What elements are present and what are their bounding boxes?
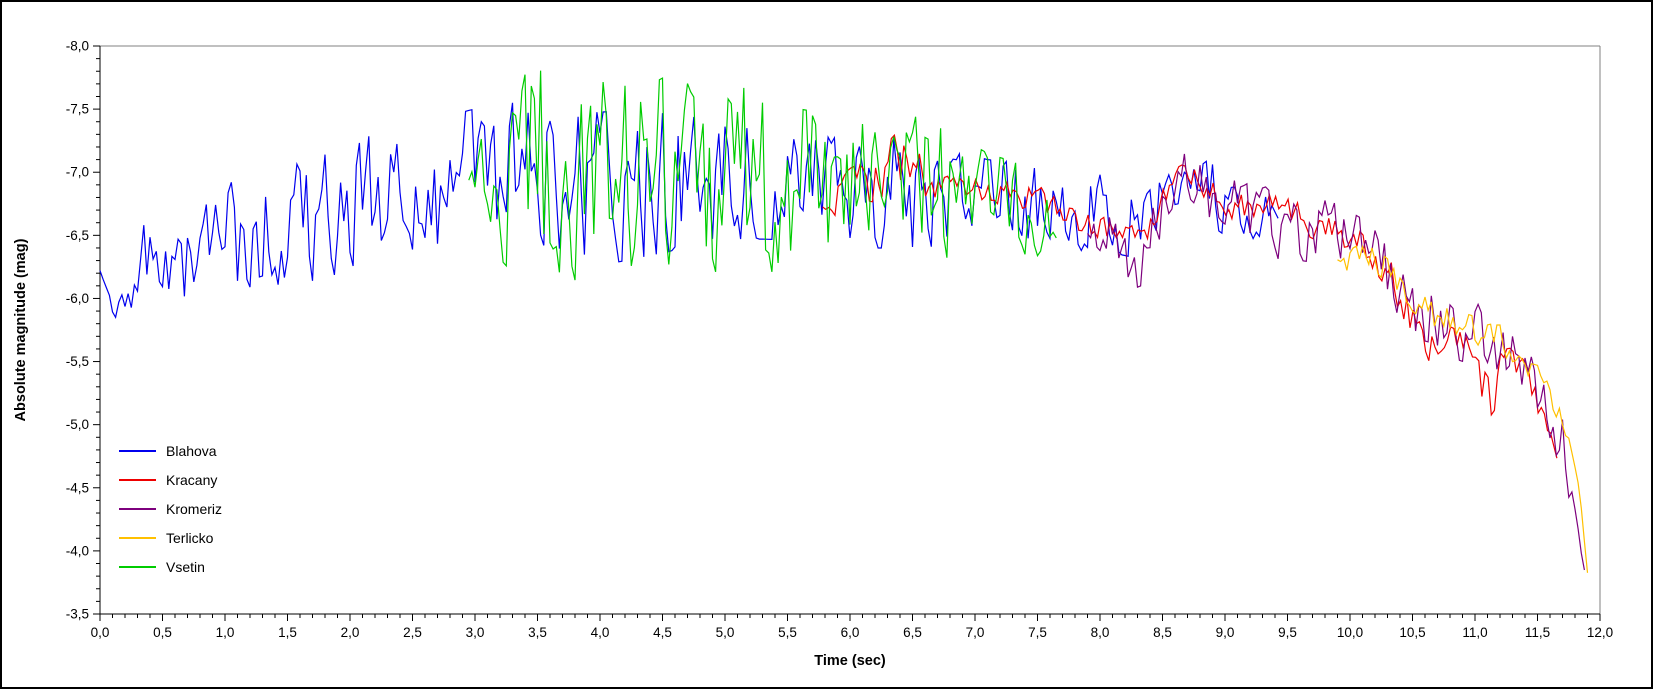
legend-label-vsetin: Vsetin <box>166 558 205 575</box>
y-tick-label: -4,5 <box>66 480 89 495</box>
y-tick-label: -4,0 <box>66 543 89 558</box>
axis-ticks <box>93 45 1601 621</box>
legend-line-terlicko <box>119 536 156 539</box>
x-tick-label: 8,0 <box>1091 625 1110 640</box>
y-tick-label: -6,0 <box>66 291 89 306</box>
x-tick-label: 11,0 <box>1462 625 1487 640</box>
legend-line-vsetin <box>119 565 156 568</box>
x-tick-label: 2,0 <box>341 625 360 640</box>
legend-item-vsetin: Vsetin <box>119 552 222 581</box>
y-tick-label: -5,5 <box>66 354 89 369</box>
x-tick-label: 7,0 <box>966 625 985 640</box>
series-line-kracany <box>822 133 1558 459</box>
y-tick-label: -7,0 <box>66 165 89 180</box>
legend-item-kracany: Kracany <box>119 465 222 494</box>
legend-label-kromeriz: Kromeriz <box>166 500 223 517</box>
x-tick-label: 10,0 <box>1337 625 1363 640</box>
y-tick-label: -6,5 <box>66 228 89 243</box>
x-tick-label: 11,5 <box>1525 625 1550 640</box>
x-tick-label: 1,0 <box>216 625 235 640</box>
series-line-vsetin <box>468 70 1057 281</box>
y-tick-label: -8,0 <box>66 39 89 54</box>
x-tick-label: 10,5 <box>1399 625 1425 640</box>
series-line-kromeriz <box>1087 153 1585 571</box>
legend-item-terlicko: Terlicko <box>119 523 222 552</box>
legend-line-kromeriz <box>119 507 156 510</box>
y-tick-label: -7,5 <box>66 102 89 117</box>
x-tick-label: 9,0 <box>1216 625 1235 640</box>
legend: Blahova Kracany Kromeriz Terlicko Vsetin <box>119 436 222 581</box>
x-tick-label: 5,5 <box>778 625 797 640</box>
legend-label-kracany: Kracany <box>166 471 218 488</box>
series-line-blahova <box>99 102 1279 319</box>
x-tick-label: 1,5 <box>278 625 297 640</box>
legend-line-kracany <box>119 478 156 481</box>
legend-line-blahova <box>119 449 156 452</box>
y-axis-title: Absolute magnitude (mag) <box>13 238 29 421</box>
legend-label-blahova: Blahova <box>166 442 217 459</box>
x-tick-label: 6,0 <box>841 625 860 640</box>
x-tick-label: 3,5 <box>528 625 547 640</box>
x-tick-label: 12,0 <box>1587 625 1613 640</box>
x-tick-label: 0,0 <box>91 625 110 640</box>
x-tick-label: 4,5 <box>653 625 672 640</box>
legend-item-kromeriz: Kromeriz <box>119 494 222 523</box>
x-axis-title: Time (sec) <box>814 653 886 669</box>
x-tick-label: 2,5 <box>403 625 422 640</box>
legend-item-blahova: Blahova <box>119 436 222 465</box>
x-tick-label: 8,5 <box>1153 625 1172 640</box>
x-tick-label: 9,5 <box>1278 625 1297 640</box>
y-tick-label: -5,0 <box>66 417 89 432</box>
x-tick-label: 0,5 <box>153 625 172 640</box>
series-line-terlicko <box>1337 244 1589 573</box>
y-tick-label: -3,5 <box>66 607 89 622</box>
series-lines <box>99 70 1589 573</box>
x-tick-label: 4,0 <box>591 625 610 640</box>
plot-borders <box>99 45 1601 615</box>
x-tick-label: 5,0 <box>716 625 735 640</box>
legend-label-terlicko: Terlicko <box>166 529 214 546</box>
x-tick-label: 3,0 <box>466 625 485 640</box>
axis-tick-labels: 0,0 0,5 1,0 1,5 2,0 2,5 3,0 3,5 4,0 4,5 5,0 5,5 6,0 6… <box>66 39 1613 641</box>
x-tick-label: 7,5 <box>1028 625 1047 640</box>
x-tick-label: 6,5 <box>903 625 922 640</box>
